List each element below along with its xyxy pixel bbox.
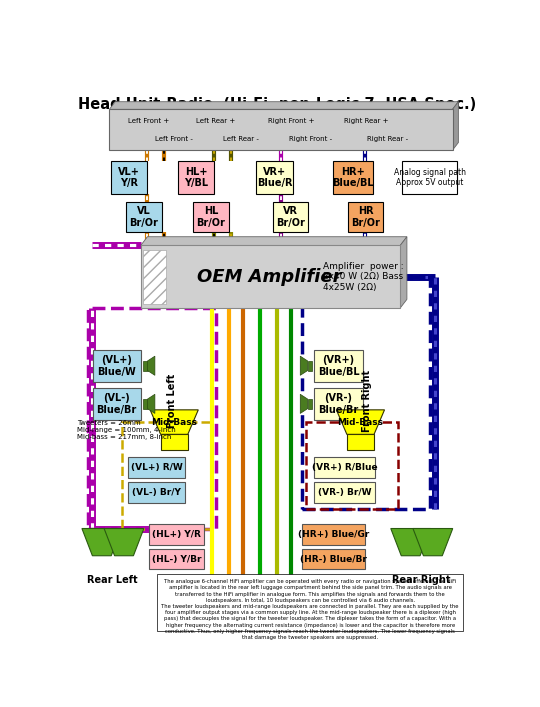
Text: Right Rear +: Right Rear +: [345, 118, 389, 124]
Polygon shape: [453, 102, 458, 150]
FancyBboxPatch shape: [93, 388, 141, 420]
Polygon shape: [347, 434, 374, 450]
Polygon shape: [104, 529, 144, 556]
Polygon shape: [308, 361, 312, 370]
Text: (VR-) Br/W: (VR-) Br/W: [318, 488, 372, 497]
Text: Head Unit-Radio  (Hi-Fi, non-Logic 7, USA Spec.): Head Unit-Radio (Hi-Fi, non-Logic 7, USA…: [78, 97, 476, 112]
Text: The analogue 6-channel HiFi amplifier can be operated with every radio or naviga: The analogue 6-channel HiFi amplifier ca…: [161, 579, 459, 640]
FancyBboxPatch shape: [143, 250, 166, 304]
Text: (VL-)
Blue/Br: (VL-) Blue/Br: [97, 393, 137, 414]
FancyBboxPatch shape: [302, 524, 364, 545]
Text: (VR+) R/Blue: (VR+) R/Blue: [312, 463, 377, 472]
Text: Right Front +: Right Front +: [268, 118, 315, 124]
Polygon shape: [141, 237, 407, 245]
Text: Mid-Bass: Mid-Bass: [151, 418, 197, 426]
Polygon shape: [391, 529, 430, 556]
Text: (VR+)
Blue/BL: (VR+) Blue/BL: [318, 355, 359, 377]
Text: Front Right: Front Right: [362, 370, 372, 432]
FancyBboxPatch shape: [158, 573, 463, 631]
Polygon shape: [147, 395, 155, 414]
FancyBboxPatch shape: [348, 202, 383, 232]
Text: Rear Right: Rear Right: [392, 575, 451, 585]
FancyBboxPatch shape: [109, 110, 453, 150]
Text: Left Rear -: Left Rear -: [223, 136, 259, 141]
Polygon shape: [109, 102, 458, 110]
Text: (VL+) R/W: (VL+) R/W: [131, 463, 183, 472]
Text: VL
Br/Or: VL Br/Or: [130, 206, 158, 228]
Polygon shape: [82, 529, 122, 556]
Text: (HL-) Y/Br: (HL-) Y/Br: [152, 554, 201, 563]
FancyBboxPatch shape: [314, 457, 375, 478]
FancyBboxPatch shape: [314, 350, 362, 382]
Text: Tweeters = 26mm
Mid-range = 100mm, 4-inch
Mid-bass = 217mm, 8-inch: Tweeters = 26mm Mid-range = 100mm, 4-inc…: [77, 420, 176, 440]
Text: VR+
Blue/R: VR+ Blue/R: [257, 167, 292, 188]
Text: Front Left: Front Left: [167, 373, 177, 428]
Text: (HR-) Blue/Br: (HR-) Blue/Br: [300, 554, 367, 563]
FancyBboxPatch shape: [333, 161, 373, 194]
FancyBboxPatch shape: [128, 482, 185, 503]
FancyBboxPatch shape: [128, 457, 185, 478]
FancyBboxPatch shape: [314, 482, 375, 503]
FancyBboxPatch shape: [126, 202, 161, 232]
Text: Rear Left: Rear Left: [87, 575, 138, 585]
Text: HL+
Y/BL: HL+ Y/BL: [184, 167, 208, 188]
Text: (VR-)
Blue/Br: (VR-) Blue/Br: [319, 393, 359, 414]
Polygon shape: [143, 361, 147, 370]
Text: HR
Br/Or: HR Br/Or: [351, 206, 380, 228]
Text: Left Front -: Left Front -: [156, 136, 193, 141]
Text: Right Front -: Right Front -: [289, 136, 332, 141]
FancyBboxPatch shape: [178, 161, 214, 194]
Text: HL
Br/Or: HL Br/Or: [197, 206, 225, 228]
Polygon shape: [400, 237, 407, 308]
Text: OEM Amplifier: OEM Amplifier: [197, 268, 342, 286]
Polygon shape: [308, 399, 312, 409]
FancyBboxPatch shape: [402, 161, 457, 194]
FancyBboxPatch shape: [193, 202, 228, 232]
FancyBboxPatch shape: [149, 549, 204, 569]
Polygon shape: [147, 356, 155, 375]
Text: Left Rear +: Left Rear +: [197, 118, 235, 124]
Text: Right Rear -: Right Rear -: [367, 136, 408, 141]
FancyBboxPatch shape: [302, 549, 364, 569]
FancyBboxPatch shape: [273, 202, 308, 232]
FancyBboxPatch shape: [111, 161, 147, 194]
FancyBboxPatch shape: [256, 161, 294, 194]
FancyBboxPatch shape: [149, 524, 204, 545]
Polygon shape: [300, 356, 308, 375]
Text: VL+
Y/R: VL+ Y/R: [118, 167, 140, 188]
FancyBboxPatch shape: [93, 350, 141, 382]
Polygon shape: [336, 410, 384, 434]
Text: (VL+)
Blue/W: (VL+) Blue/W: [97, 355, 136, 377]
Text: Mid-Bass: Mid-Bass: [338, 418, 383, 426]
FancyBboxPatch shape: [314, 388, 362, 420]
Text: Analog signal path
Approx 5V output: Analog signal path Approx 5V output: [394, 168, 465, 187]
Text: Amplifier  power :
2x40 W (2Ω) Bass
4x25W (2Ω): Amplifier power : 2x40 W (2Ω) Bass 4x25W…: [323, 262, 403, 291]
Polygon shape: [160, 434, 188, 450]
Polygon shape: [413, 529, 453, 556]
Text: Left Front +: Left Front +: [129, 118, 170, 124]
Text: (VL-) Br/Y: (VL-) Br/Y: [132, 488, 181, 497]
Polygon shape: [300, 395, 308, 414]
Text: (HR+) Blue/Gr: (HR+) Blue/Gr: [298, 530, 369, 539]
Polygon shape: [143, 399, 147, 409]
Text: HR+
Blue/BL: HR+ Blue/BL: [332, 167, 374, 188]
FancyBboxPatch shape: [141, 245, 400, 308]
Polygon shape: [150, 410, 198, 434]
Text: (HL+) Y/R: (HL+) Y/R: [152, 530, 201, 539]
Text: VR
Br/Or: VR Br/Or: [276, 206, 305, 228]
